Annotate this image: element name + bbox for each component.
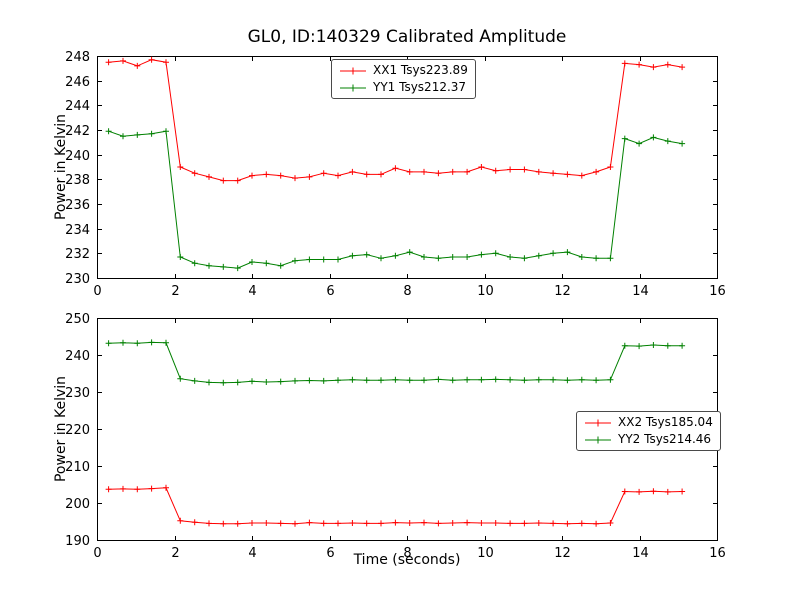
top-plot-legend: XX1 Tsys223.89 YY1 Tsys212.37 — [331, 59, 476, 99]
svg-text:0: 0 — [93, 546, 101, 561]
svg-text:8: 8 — [403, 284, 411, 299]
legend-label-yy1: YY1 Tsys212.37 — [373, 80, 467, 94]
svg-text:0: 0 — [93, 284, 101, 299]
legend-label-xx1: XX1 Tsys223.89 — [373, 63, 468, 77]
svg-text:232: 232 — [65, 247, 90, 262]
legend-label-xx2: XX2 Tsys185.04 — [618, 415, 713, 429]
svg-text:230: 230 — [65, 386, 90, 401]
svg-text:240: 240 — [65, 149, 90, 164]
svg-text:248: 248 — [65, 50, 90, 65]
top-plot-ylabel: Power in Kelvin — [53, 113, 69, 221]
svg-text:2: 2 — [171, 284, 179, 299]
legend-entry-xx2: XX2 Tsys185.04 — [584, 415, 713, 430]
green-line-sample-icon — [585, 436, 611, 443]
legend-entry-yy1: YY1 Tsys212.37 — [339, 80, 468, 95]
svg-text:10: 10 — [477, 546, 494, 561]
red-line-sample-icon — [340, 67, 366, 74]
svg-text:246: 246 — [65, 75, 90, 90]
svg-text:6: 6 — [326, 284, 334, 299]
bottom-plot-xlabel: Time (seconds) — [353, 552, 461, 568]
svg-text:210: 210 — [65, 460, 90, 475]
svg-text:250: 250 — [65, 312, 90, 327]
svg-text:236: 236 — [65, 198, 90, 213]
svg-text:200: 200 — [65, 497, 90, 512]
red-line-sample-icon — [585, 419, 611, 426]
svg-text:240: 240 — [65, 349, 90, 364]
svg-text:10: 10 — [477, 284, 494, 299]
svg-text:2: 2 — [171, 546, 179, 561]
legend-entry-xx1: XX1 Tsys223.89 — [339, 63, 468, 78]
svg-text:8: 8 — [403, 546, 411, 561]
green-line-sample-icon — [340, 84, 366, 91]
legend-label-yy2: YY2 Tsys214.46 — [618, 432, 712, 446]
svg-text:4: 4 — [248, 546, 256, 561]
svg-text:6: 6 — [326, 546, 334, 561]
svg-text:238: 238 — [65, 173, 90, 188]
svg-text:234: 234 — [65, 223, 90, 238]
svg-text:242: 242 — [65, 124, 90, 139]
svg-text:244: 244 — [65, 99, 90, 114]
bottom-plot-legend: XX2 Tsys185.04 YY2 Tsys214.46 — [576, 411, 721, 451]
legend-entry-yy2: YY2 Tsys214.46 — [584, 432, 713, 447]
svg-text:14: 14 — [632, 546, 649, 561]
svg-text:16: 16 — [709, 284, 726, 299]
chart-title: GL0, ID:140329 Calibrated Amplitude — [247, 27, 567, 47]
svg-text:220: 220 — [65, 423, 90, 438]
svg-text:4: 4 — [248, 284, 256, 299]
bottom-plot-ylabel: Power in Kelvin — [53, 375, 69, 483]
svg-text:16: 16 — [709, 546, 726, 561]
svg-text:14: 14 — [632, 284, 649, 299]
svg-text:190: 190 — [65, 534, 90, 549]
svg-text:12: 12 — [554, 546, 571, 561]
svg-text:12: 12 — [554, 284, 571, 299]
svg-text:230: 230 — [65, 272, 90, 287]
